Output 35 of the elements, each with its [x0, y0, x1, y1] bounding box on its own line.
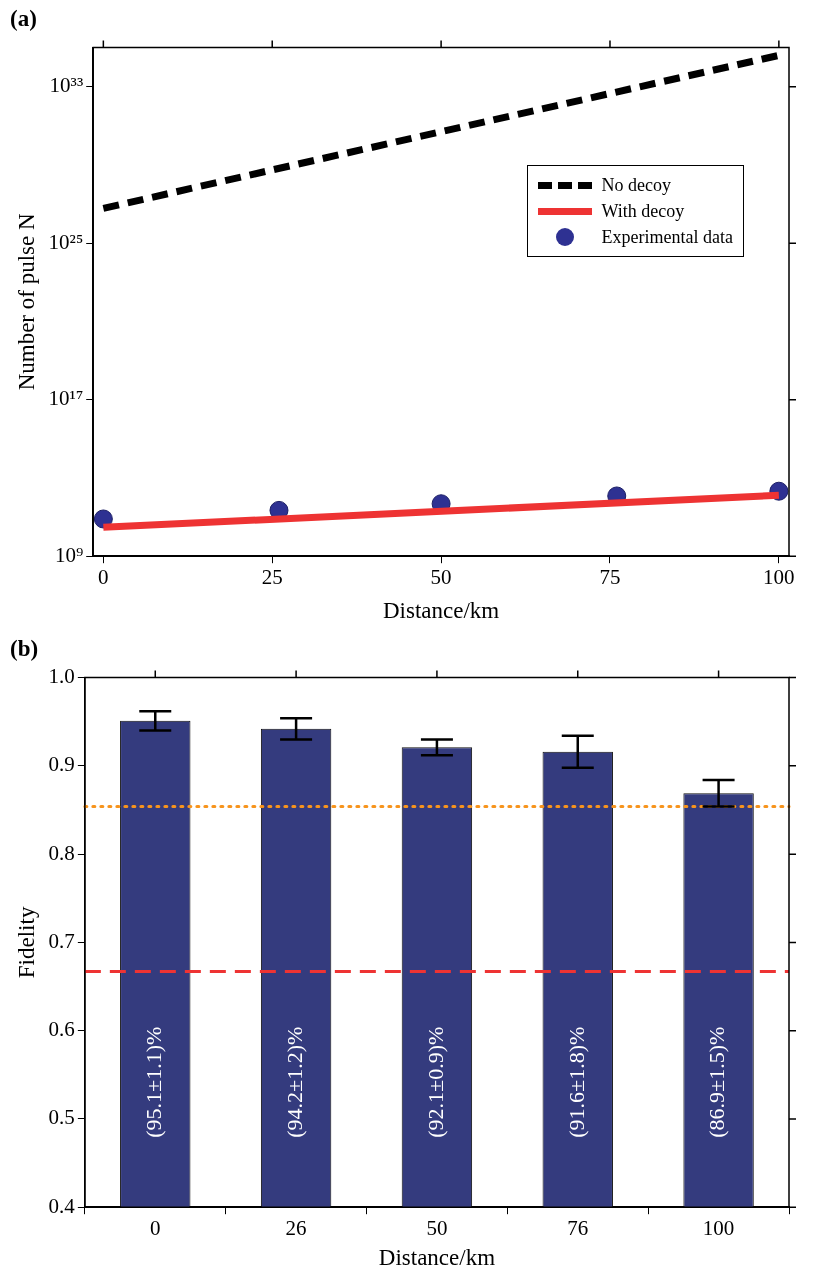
legend-label: No decoy [601, 174, 672, 196]
y-axis-title: Fidelity [13, 906, 39, 979]
y-tick-label: 1.0 [48, 664, 75, 689]
x-tick-label: 100 [702, 1216, 735, 1241]
y-tick-label: 0.5 [48, 1105, 75, 1130]
x-tick-label: 0 [150, 1216, 161, 1241]
y-tick-label: 0.6 [48, 1017, 75, 1042]
x-tick-label: 76 [567, 1216, 589, 1241]
chart-title: (b) [10, 635, 39, 661]
y-tick-label: 10¹⁷ [48, 386, 84, 411]
y-tick-label: 0.8 [48, 840, 75, 865]
y-tick-label: 10²⁵ [48, 229, 84, 254]
annotation: (95.1±1.1)% [141, 1026, 167, 1138]
annotation: (94.2±1.2)% [281, 1026, 307, 1138]
x-axis-title: Distance/km [382, 598, 500, 624]
x-tick-label: 75 [599, 565, 621, 590]
chart-title: (a) [10, 5, 37, 31]
y-tick-label: 10⁹ [54, 542, 84, 567]
y-tick-label: 0.4 [48, 1193, 76, 1218]
annotation: (91.6±1.8)% [563, 1026, 589, 1138]
x-tick-label: 26 [285, 1216, 307, 1241]
y-tick-label: 10³³ [49, 73, 84, 98]
y-axis-title: Number of pulse N [13, 213, 39, 391]
legend-label: With decoy [601, 200, 685, 222]
y-tick-label: 0.9 [48, 752, 75, 777]
x-tick-label: 50 [426, 1216, 448, 1241]
x-tick-label: 50 [430, 565, 452, 590]
annotation: (92.1±0.9)% [422, 1026, 448, 1138]
y-tick-label: 0.7 [48, 928, 75, 953]
x-tick-label: 100 [763, 565, 795, 590]
x-axis-title: Distance/km [378, 1245, 496, 1271]
x-tick-label: 25 [261, 565, 283, 590]
x-tick-label: 0 [98, 565, 109, 590]
legend-label: Experimental data [601, 226, 733, 248]
annotation: (86.9±1.5)% [704, 1026, 730, 1138]
